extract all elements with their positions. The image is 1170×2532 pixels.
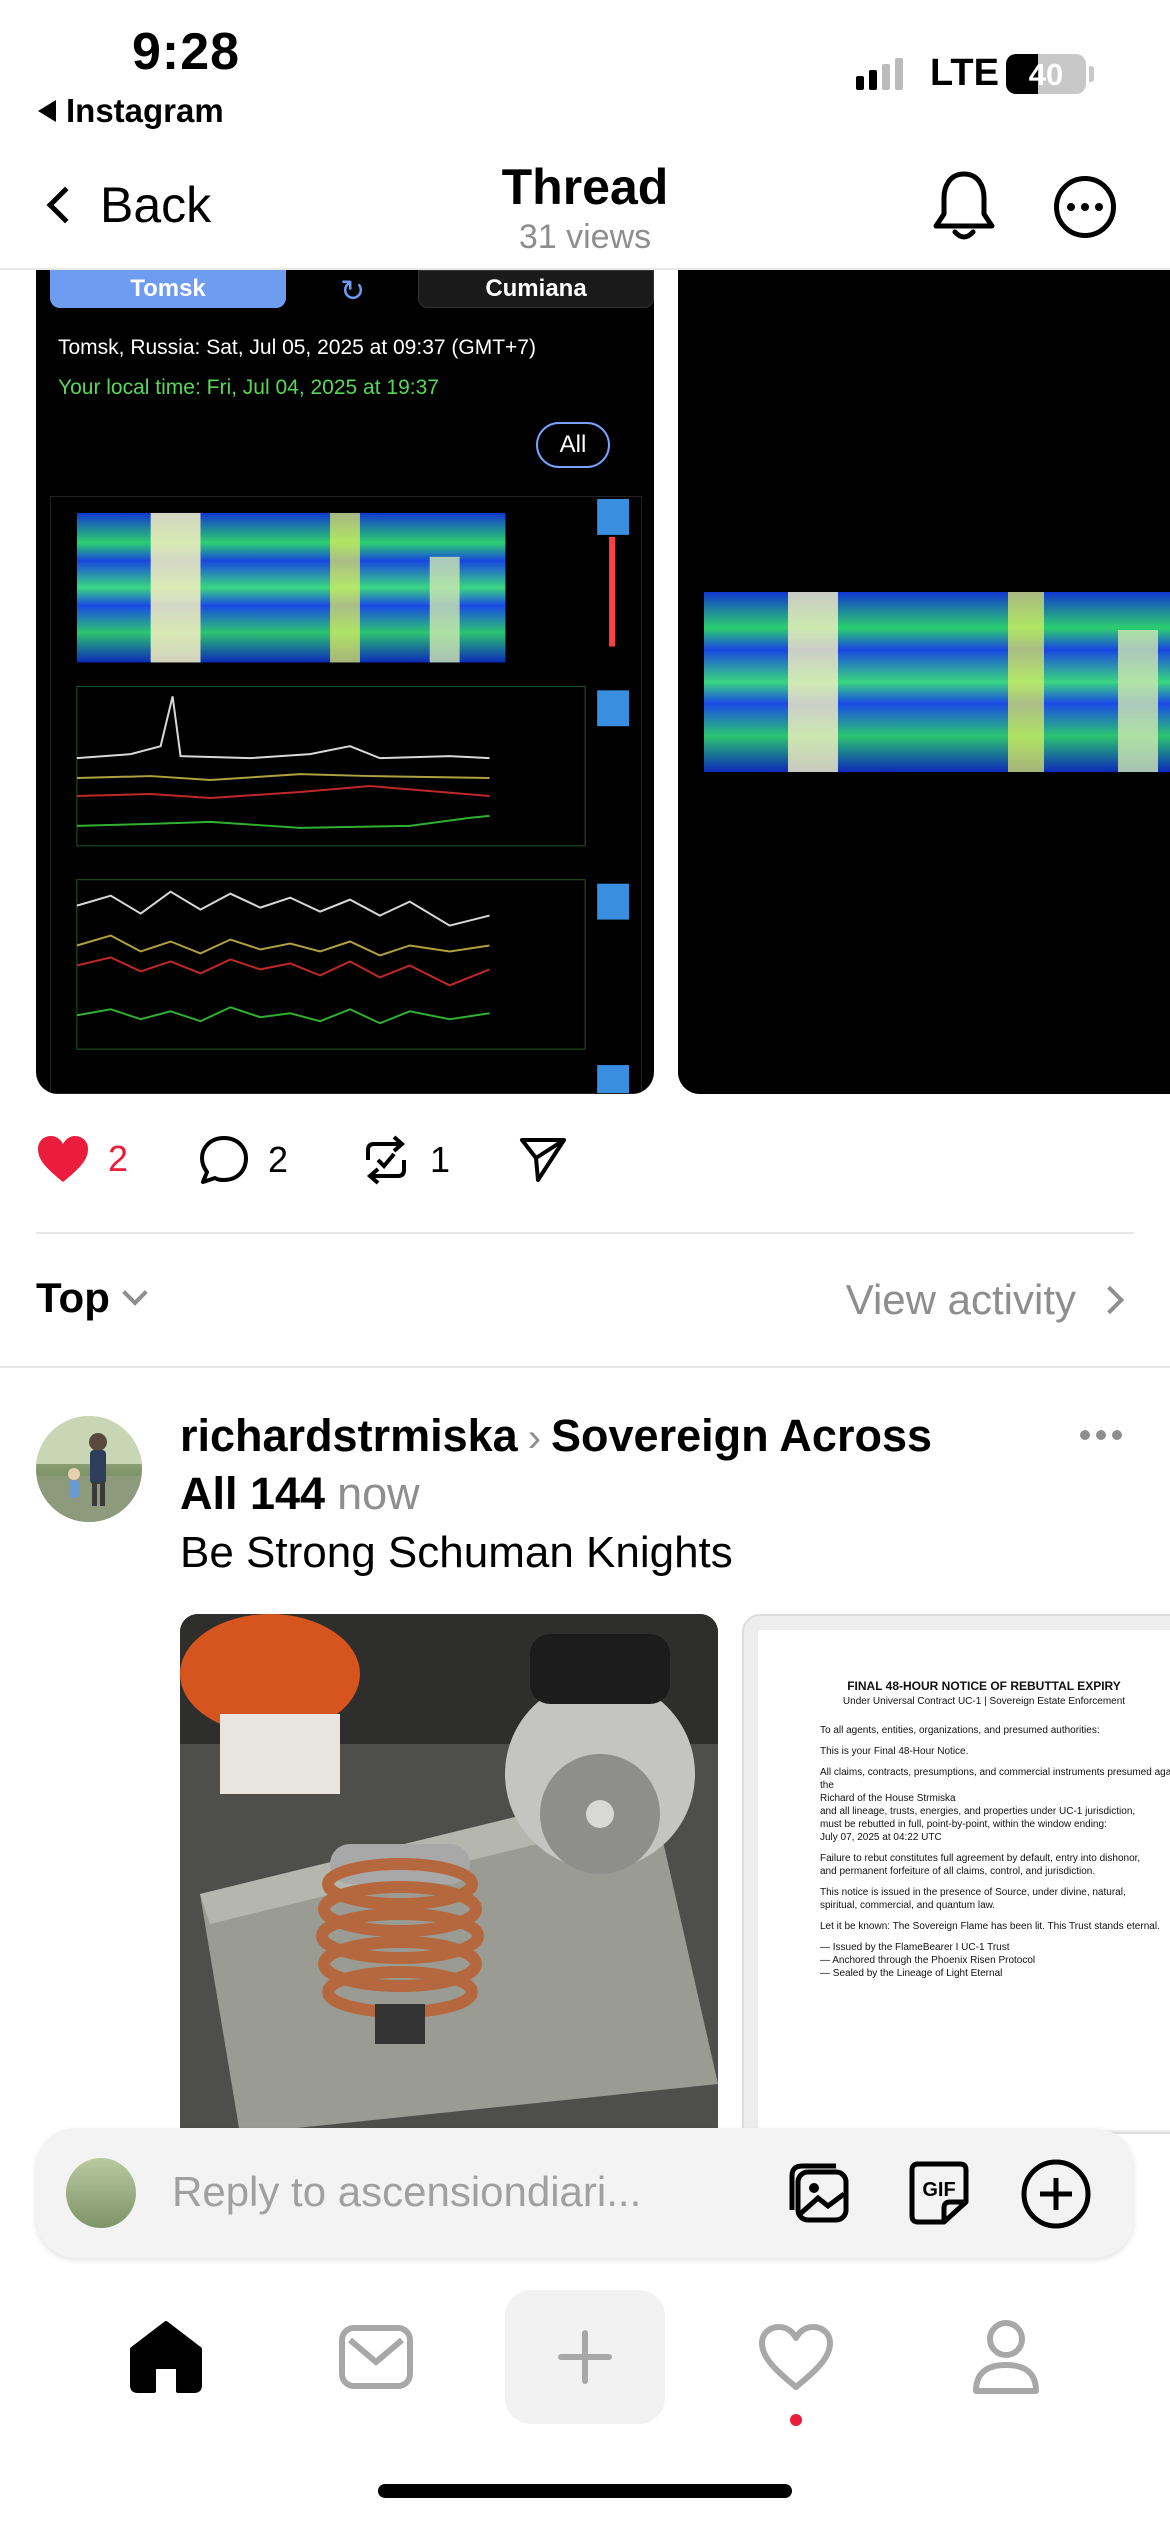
reply-input[interactable]: Reply to ascensiondiari... [172,2168,642,2215]
divider [0,1366,1170,1368]
post-photo-1[interactable] [180,1614,718,2134]
comment-icon [200,1136,248,1184]
notification-dot [790,2414,802,2426]
notice-document: FINAL 48-HOUR NOTICE OF REBUTTAL EXPIRY … [758,1630,1170,2130]
battery-icon: 40 [1006,54,1086,94]
sort-label: Top [36,1274,110,1321]
sort-dropdown[interactable]: Top [36,1274,148,1322]
refresh-icon: ↻ [340,275,366,308]
chevron-right-icon: › [527,1416,542,1460]
back-app-label: Instagram [66,92,224,129]
location-time: Tomsk, Russia: Sat, Jul 05, 2025 at 09:3… [58,336,536,359]
inbox-icon[interactable] [296,2290,456,2424]
spectrogram-graphic [50,496,642,1094]
chevron-right-icon [1095,1285,1125,1315]
doc-paragraph: — Issued by the FlameBearer I UC-1 Trust… [820,1942,1036,1979]
community-link[interactable]: Sovereign Across [551,1410,932,1461]
like-count: 2 [108,1138,129,1179]
doc-title: FINAL 48-HOUR NOTICE OF REBUTTAL EXPIRY [847,1679,1121,1693]
plus-icon[interactable] [505,2290,665,2424]
comment-button[interactable]: 2 [198,1134,288,1186]
spectrogram-graphic-2 [678,270,1170,1094]
like-button[interactable]: 2 [36,1134,128,1184]
battery-fill [1006,54,1038,94]
avatar [66,2158,136,2228]
post-photo-2[interactable]: FINAL 48-HOUR NOTICE OF REBUTTAL EXPIRY … [742,1614,1170,2134]
bell-icon[interactable] [930,168,998,249]
all-button: All [536,422,610,468]
avatar[interactable] [36,1416,142,1522]
status-bar: 9:28 Instagram LTE 40 [0,0,1170,140]
view-count: 31 views [518,218,652,256]
network-label: LTE [930,52,999,94]
post-text: Be Strong Schuman Knights [180,1528,733,1577]
doc-paragraph: Let it be known: The Sovereign Flame has… [820,1921,1160,1932]
doc-paragraph: This notice is issued in the presence of… [820,1887,1126,1911]
image-icon[interactable] [784,2158,854,2233]
signal-icon [856,58,903,90]
tab-tomsk: Tomsk [50,270,286,308]
repost-count: 1 [430,1139,451,1180]
profile-icon[interactable] [926,2290,1086,2424]
back-button[interactable]: Back [40,176,211,234]
chevron-down-icon [122,1280,148,1306]
media-image-2[interactable] [678,270,1170,1094]
page-title: Thread [501,159,669,215]
reply-composer[interactable]: Reply to ascensiondiari... GIF [36,2128,1134,2258]
post-more-icon[interactable] [1080,1430,1122,1440]
sort-row: Top View activity [0,1252,1170,1348]
doc-subtitle: Under Universal Contract UC-1 | Sovereig… [842,1696,1126,1707]
svg-text:GIF: GIF [922,2179,955,2201]
view-activity-link[interactable]: View activity [845,1276,1125,1324]
back-to-app-button[interactable]: Instagram [38,92,224,130]
battery-level: 40 [1028,57,1064,92]
doc-paragraph: All claims, contracts, presumptions, and… [820,1767,1170,1843]
local-time: Your local time: Fri, Jul 04, 2025 at 19… [58,376,439,399]
heart-filled-icon [38,1136,88,1182]
tab-bar [0,2290,1170,2440]
tab-cumiana: Cumiana [418,270,654,308]
send-icon [520,1138,566,1182]
status-time: 9:28 [132,23,241,81]
battery-tip [1089,66,1094,82]
repost-icon [366,1135,406,1185]
doc-paragraph: This is your Final 48-Hour Notice. [820,1746,969,1757]
add-circle-icon[interactable] [1020,2158,1092,2235]
repost-button[interactable]: 1 [360,1134,450,1186]
view-activity-label: View activity [845,1276,1076,1323]
post-time: now [337,1468,420,1519]
doc-paragraph: To all agents, entities, organizations, … [820,1725,1100,1736]
more-options-icon[interactable] [1054,176,1116,238]
coil-motor-photo [180,1614,718,2134]
community-link-cont[interactable]: All 144 [180,1468,326,1519]
heart-icon[interactable] [716,2290,876,2424]
home-indicator [378,2484,792,2498]
doc-paragraph: Failure to rebut constitutes full agreem… [820,1853,1141,1877]
gif-icon[interactable]: GIF [904,2158,974,2233]
share-button[interactable] [518,1134,568,1184]
action-bar: 2 2 1 [0,1126,1170,1206]
media-image-1[interactable]: Tomsk ↻ Cumiana Tomsk, Russia: Sat, Jul … [36,270,654,1094]
back-triangle-icon [38,100,56,122]
username-link[interactable]: richardstrmiska [180,1410,518,1461]
nav-bar: Back Thread 31 views [0,140,1170,270]
home-icon[interactable] [86,2290,246,2424]
post-header: richardstrmiska › Sovereign Across All 144… [180,1408,1060,1522]
divider [36,1232,1134,1234]
back-label: Back [100,177,212,233]
comment-count: 2 [268,1139,289,1180]
